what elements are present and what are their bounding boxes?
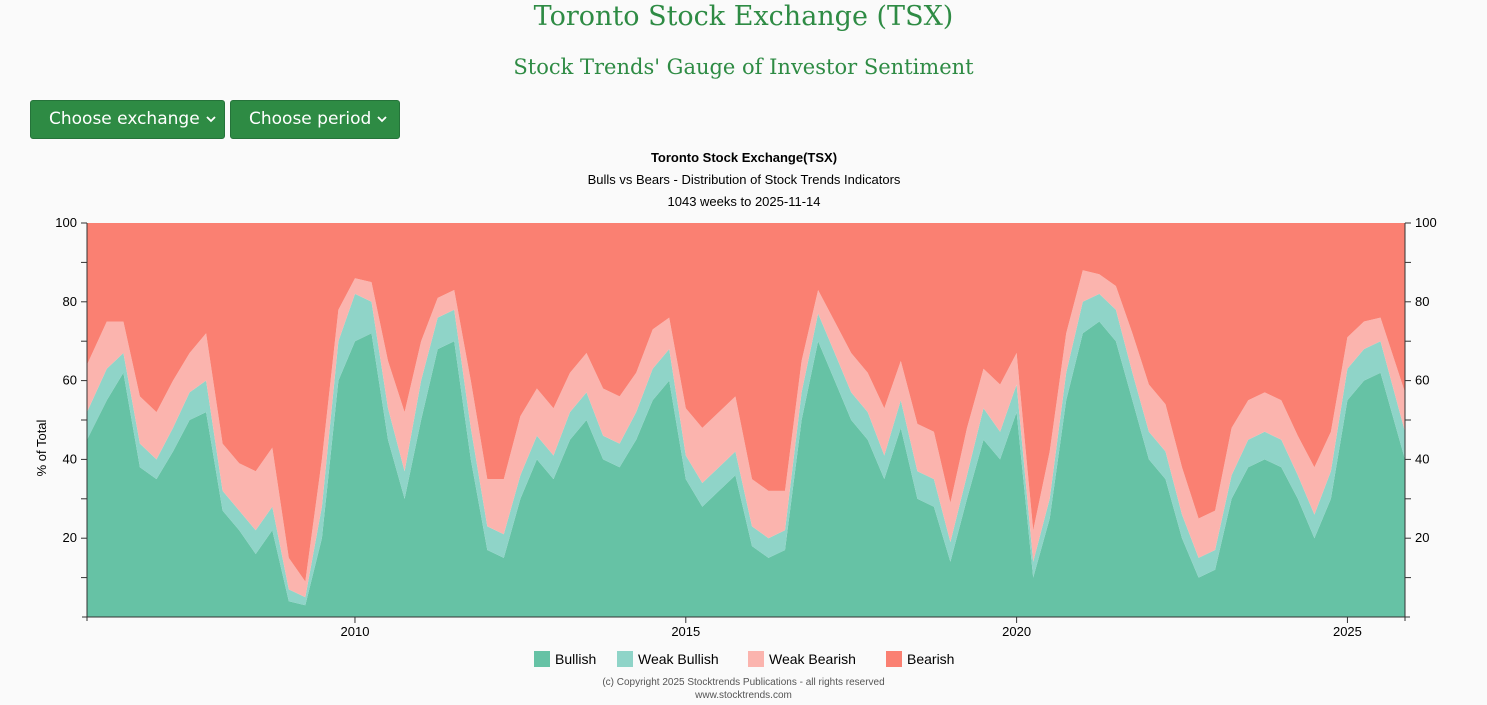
sentiment-chart: Toronto Stock Exchange(TSX) Bulls vs Bea… [34,150,1437,667]
x-tick-label: 2020 [1002,624,1031,639]
legend-label-weak-bearish: Weak Bearish [769,651,856,667]
y-axis-label: % of Total [34,419,49,476]
copyright-notice: (c) Copyright 2025 Stocktrends Publicati… [0,676,1487,702]
x-tick-label: 2025 [1333,624,1362,639]
y-tick-label-right: 20 [1415,530,1429,545]
y-tick-label-right: 100 [1415,215,1437,230]
legend-label-bearish: Bearish [907,651,954,667]
y-tick-label-left: 20 [63,530,77,545]
copyright-text: (c) Copyright 2025 Stocktrends Publicati… [602,677,885,688]
legend-label-bullish: Bullish [555,651,596,667]
page-subtitle: Stock Trends' Gauge of Investor Sentimen… [513,55,974,79]
chevron-down-icon [377,101,387,138]
y-tick-label-left: 80 [63,294,77,309]
choose-exchange-button[interactable]: Choose exchange [30,100,225,139]
choose-exchange-label: Choose exchange [49,109,200,129]
x-tick-label: 2010 [341,624,370,639]
y-tick-label-right: 40 [1415,451,1429,466]
series-area-bullish [87,321,1405,617]
y-tick-label-left: 100 [55,215,77,230]
y-tick-label-left: 40 [63,451,77,466]
legend-swatch-weak-bullish [617,651,633,667]
y-tick-label-right: 80 [1415,294,1429,309]
legend-label-weak-bullish: Weak Bullish [638,651,719,667]
legend: Bullish Weak Bullish Weak Bearish Bearish [534,651,954,667]
series-area-bearish [87,223,1405,582]
legend-swatch-weak-bearish [748,651,764,667]
chart-title: Toronto Stock Exchange(TSX) [651,150,837,165]
x-tick-label: 2015 [671,624,700,639]
website-text: www.stocktrends.com [695,690,792,701]
chevron-down-icon [206,101,216,138]
choose-period-label: Choose period [249,109,372,129]
y-tick-label-right: 60 [1415,373,1429,388]
chart-caption: 1043 weeks to 2025-11-14 [668,194,821,209]
page-title: Toronto Stock Exchange (TSX) [533,1,954,32]
choose-period-button[interactable]: Choose period [230,100,400,139]
series-areas [87,223,1405,617]
legend-swatch-bearish [886,651,902,667]
legend-swatch-bullish [534,651,550,667]
y-tick-label-left: 60 [63,373,77,388]
chart-subtitle: Bulls vs Bears - Distribution of Stock T… [588,172,901,187]
